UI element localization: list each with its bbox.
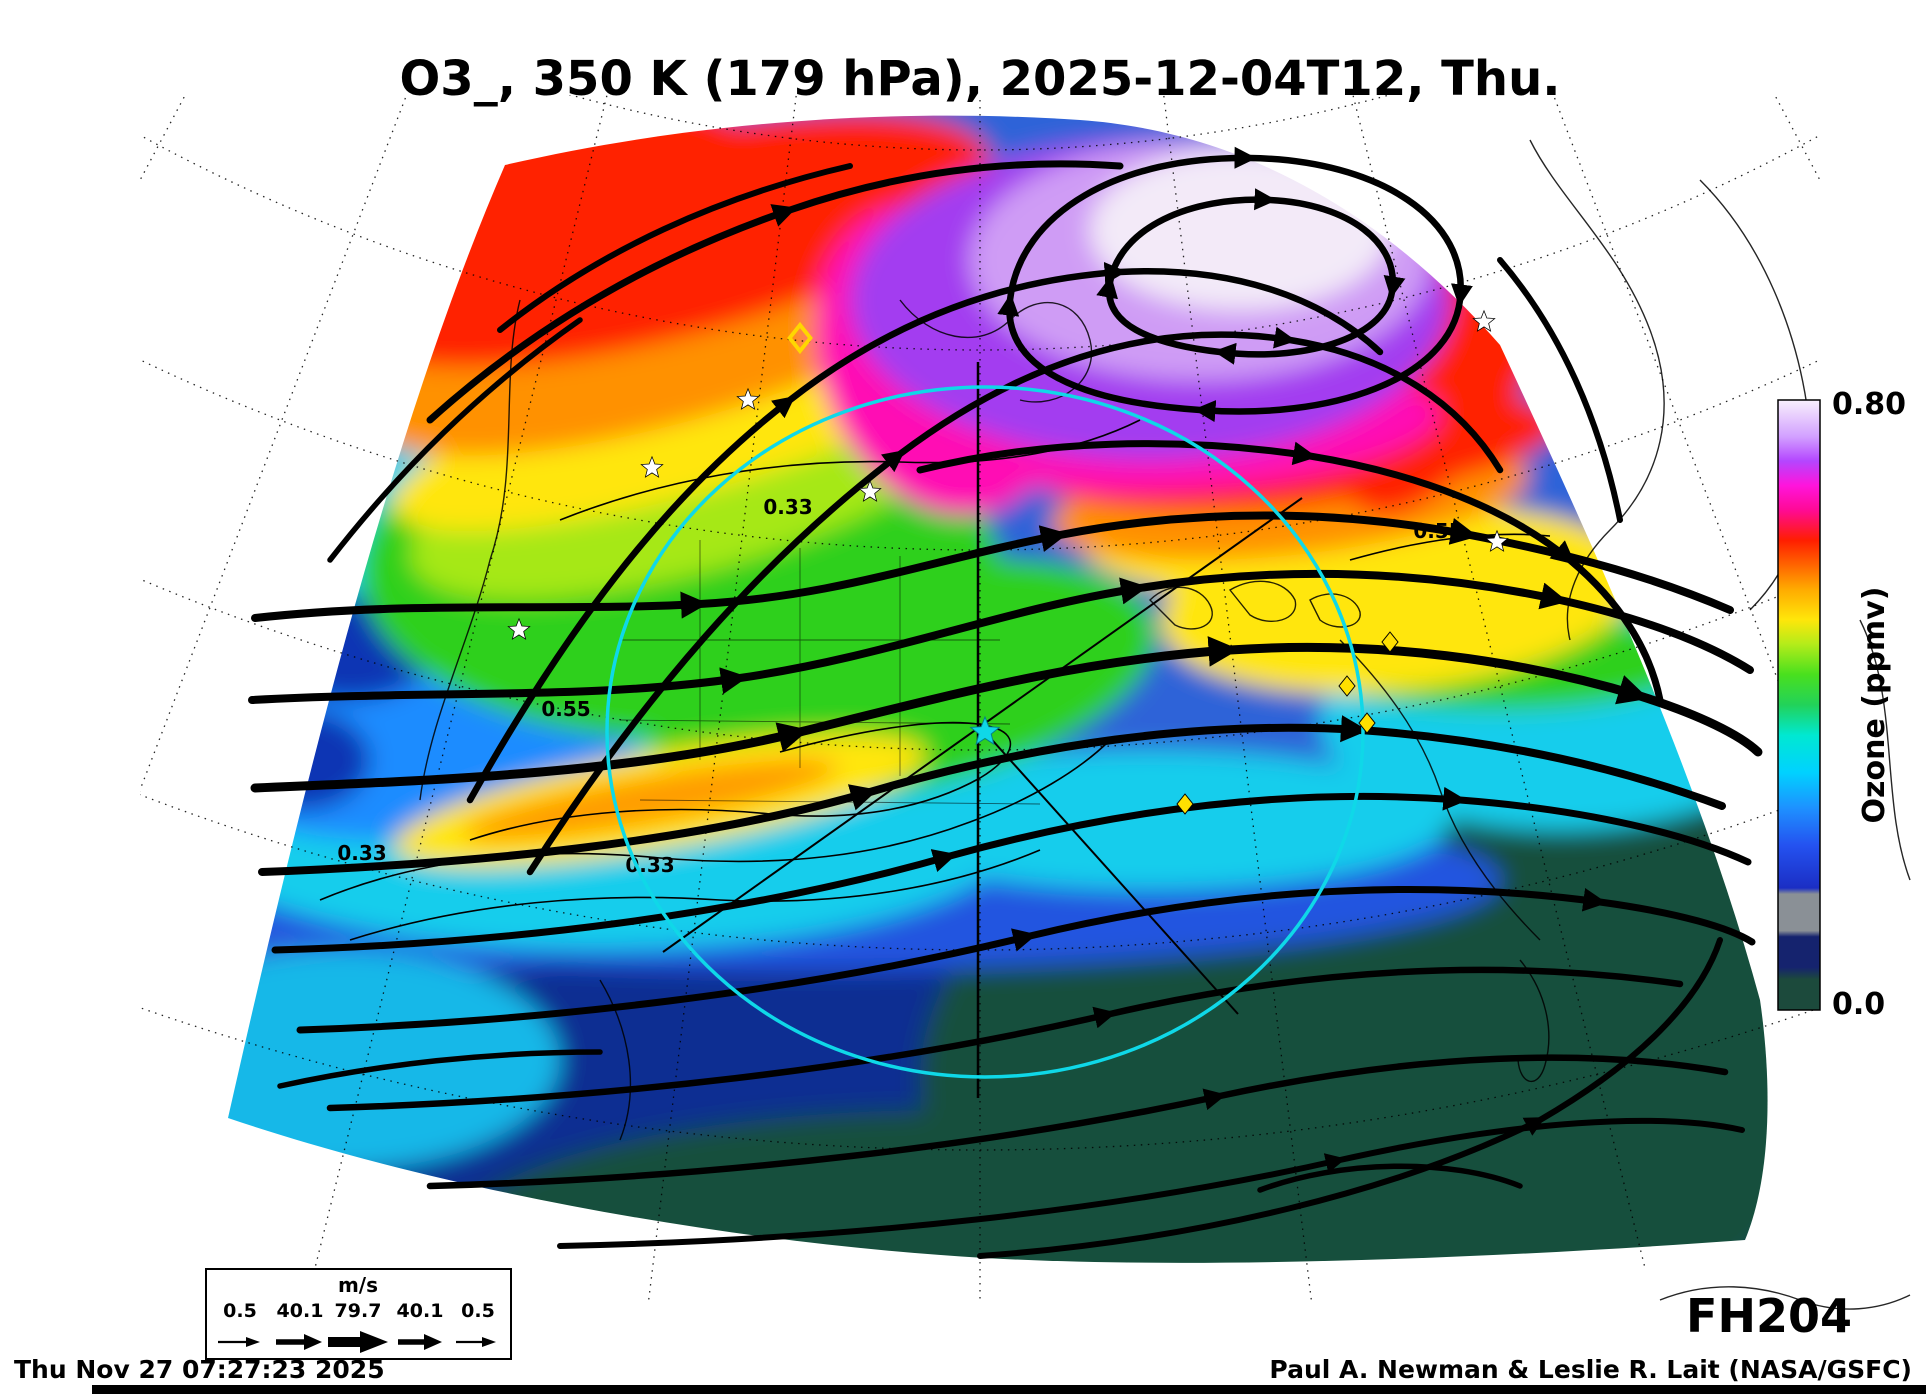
colorbar-gradient xyxy=(1777,399,1821,1011)
wind-speed-legend: m/s 0.5 40.1 79.7 40.1 0.5 xyxy=(205,1268,512,1360)
wind-arrow-small xyxy=(218,1337,260,1347)
figure-title: O3_, 350 K (179 hPa), 2025-12-04T12, Thu… xyxy=(400,51,1561,107)
wind-legend-value: 0.5 xyxy=(223,1300,257,1322)
colorbar: 0.80 0.0 Ozone (ppmv) xyxy=(1777,387,1906,1022)
wind-legend-value: 79.7 xyxy=(335,1300,382,1322)
contour-label: 0.33 xyxy=(763,495,812,519)
colorbar-min-label: 0.0 xyxy=(1832,987,1885,1022)
wind-legend-value: 40.1 xyxy=(397,1300,444,1322)
wind-arrow-large xyxy=(328,1331,388,1353)
colorbar-axis-label: Ozone (ppmv) xyxy=(1857,587,1892,824)
wind-legend-units: m/s xyxy=(338,1273,378,1297)
wind-arrow-small xyxy=(456,1337,496,1347)
colorbar-max-label: 0.80 xyxy=(1832,387,1906,422)
bottom-bar xyxy=(92,1385,1926,1394)
wind-legend-arrows xyxy=(218,1331,496,1353)
credit-text: Paul A. Newman & Leslie R. Lait (NASA/GS… xyxy=(1269,1355,1912,1384)
forecast-hour-label: FH204 xyxy=(1686,1289,1852,1343)
wind-legend-value: 40.1 xyxy=(277,1300,324,1322)
range-ring xyxy=(605,385,1365,1079)
wind-arrow-medium xyxy=(398,1334,442,1350)
wind-legend-value: 0.5 xyxy=(461,1300,495,1322)
contour-label: 0.33 xyxy=(337,841,386,865)
wind-streamlines xyxy=(248,158,1763,1259)
contour-label: 0.55 xyxy=(541,697,590,721)
generated-timestamp: Thu Nov 27 07:27:23 2025 xyxy=(14,1355,385,1384)
wind-arrow-medium xyxy=(276,1334,322,1350)
ozone-field xyxy=(228,115,1768,1263)
